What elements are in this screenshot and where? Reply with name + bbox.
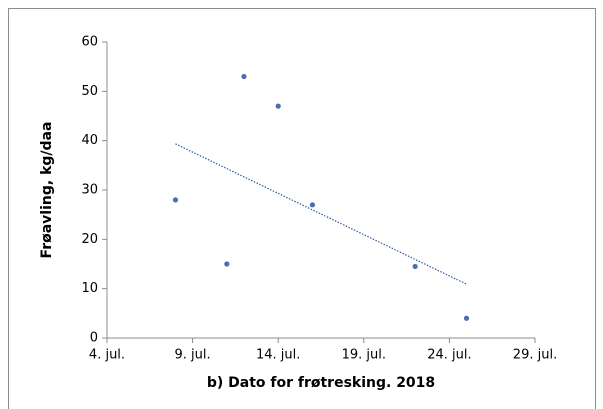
y-tick-label: 50	[81, 84, 98, 99]
data-point	[463, 315, 470, 321]
x-tick-label: 19. jul.	[342, 348, 386, 363]
y-tick-label: 40	[81, 133, 98, 148]
x-tick-label: 4. jul.	[89, 348, 125, 363]
data-point	[224, 261, 230, 267]
x-tick-label: 29. jul.	[513, 348, 557, 363]
data-point	[412, 263, 418, 270]
data-point	[275, 103, 281, 109]
y-tick-label: 30	[81, 183, 98, 198]
x-axis-title: b) Dato for frøtresking. 2018	[207, 375, 435, 391]
y-tick-label: 60	[81, 35, 98, 50]
y-tick-label: 10	[81, 281, 98, 296]
x-tick-label: 14. jul.	[256, 348, 300, 363]
data-point	[241, 73, 247, 80]
data-point	[172, 197, 179, 203]
data-point	[309, 202, 316, 208]
x-tick-label: 9. jul.	[175, 348, 211, 363]
y-tick-label: 20	[81, 232, 98, 247]
y-axis-title: Frøavling, kg/daa	[39, 122, 55, 259]
chart-frame	[8, 8, 596, 409]
y-tick-label: 0	[90, 331, 98, 346]
x-tick-label: 24. jul.	[427, 348, 471, 363]
